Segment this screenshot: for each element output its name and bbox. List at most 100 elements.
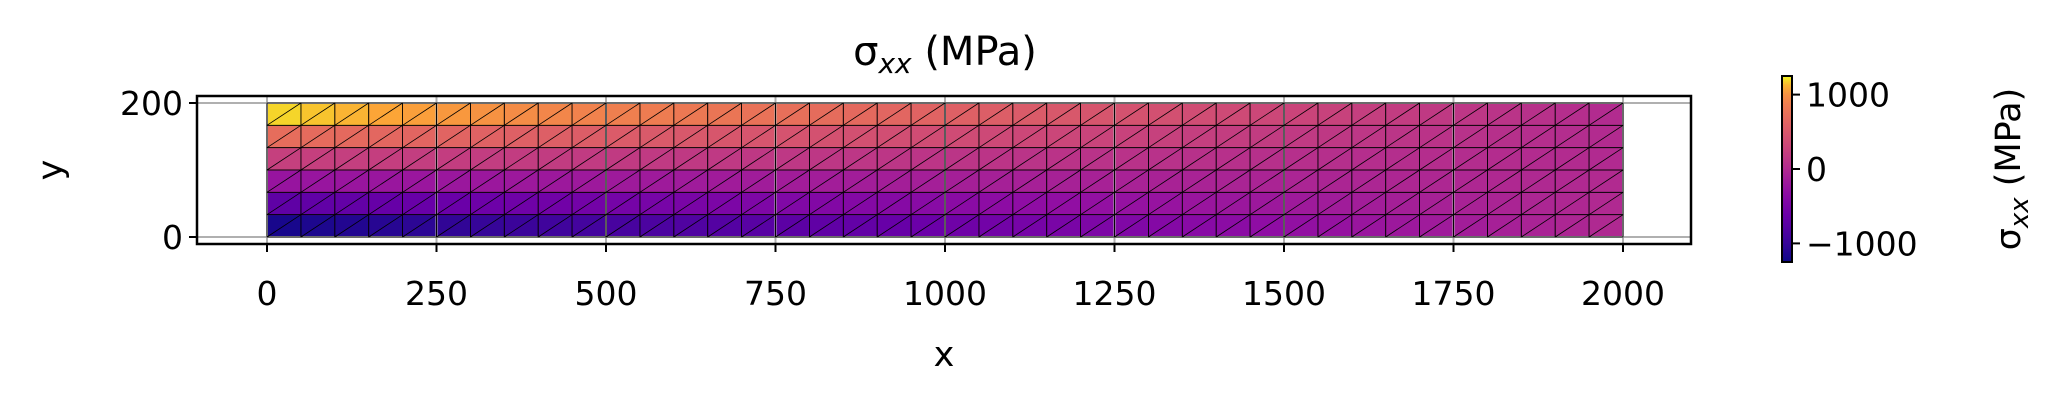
mesh-diagonal <box>944 191 980 216</box>
mesh-diagonal <box>1317 147 1353 171</box>
mesh-diagonal <box>1182 147 1217 171</box>
mesh-diagonal <box>266 147 302 171</box>
colorbar-label: σxx (MPa) <box>1989 88 2035 251</box>
x-tick-label: 1750 <box>1412 274 1496 313</box>
mesh-diagonal <box>1351 191 1386 216</box>
mesh-diagonal <box>843 191 878 216</box>
mesh-diagonal <box>1554 214 1590 238</box>
mesh-diagonal <box>571 214 607 238</box>
mesh-diagonal <box>1453 147 1488 171</box>
mesh-diagonal <box>300 147 336 171</box>
mesh-diagonal <box>537 147 573 171</box>
mesh-diagonal <box>1249 214 1285 238</box>
mesh-diagonal <box>1521 169 1556 193</box>
mesh-diagonal <box>639 191 675 216</box>
mesh-diagonal <box>1080 124 1115 149</box>
mesh-diagonal <box>470 147 505 171</box>
y-axis-label: y <box>31 160 71 181</box>
mesh-diagonal <box>1351 147 1386 171</box>
mesh-diagonal <box>978 169 1014 193</box>
mesh-diagonal <box>876 102 912 126</box>
x-tick-label: 1000 <box>903 274 987 313</box>
mesh-diagonal <box>605 214 641 238</box>
colorbar-ticks: 1000 0 −1000 <box>1792 76 1918 263</box>
mesh-diagonal <box>1249 102 1285 126</box>
mesh-diagonal <box>843 169 878 193</box>
mesh-diagonal <box>1487 191 1522 216</box>
mesh-diagonal <box>1148 169 1183 193</box>
mesh-diagonal <box>334 214 369 238</box>
mesh-diagonal <box>707 214 742 238</box>
mesh-diagonal <box>707 102 742 126</box>
mesh-diagonal <box>910 191 946 216</box>
mesh-diagonal <box>741 147 776 171</box>
mesh-diagonal <box>1487 124 1522 149</box>
mesh-diagonal <box>910 147 946 171</box>
mesh-diagonal <box>402 169 437 193</box>
mesh-diagonal <box>876 124 912 149</box>
mesh-diagonal <box>436 124 471 149</box>
mesh-diagonal <box>1385 147 1420 171</box>
mesh-diagonal <box>1182 169 1217 193</box>
mesh-diagonal <box>605 191 641 216</box>
mesh-diagonal <box>1554 124 1590 149</box>
mesh-diagonal <box>1182 124 1217 149</box>
mesh-diagonal <box>1419 214 1454 238</box>
mesh-diagonal <box>741 191 776 216</box>
colorbar-tick-label: 1000 <box>1806 76 1890 115</box>
mesh-diagonal <box>1419 169 1454 193</box>
mesh-diagonal <box>470 169 505 193</box>
mesh-diagonal <box>944 214 980 238</box>
x-tick-label: 250 <box>405 274 468 313</box>
mesh-cells <box>267 103 1624 238</box>
mesh-diagonal <box>1148 191 1183 216</box>
mesh-diagonal <box>707 147 742 171</box>
mesh-diagonal <box>1351 124 1386 149</box>
mesh-diagonal <box>978 214 1014 238</box>
mesh-diagonal <box>1080 102 1115 126</box>
mesh-diagonal <box>1114 169 1149 193</box>
mesh-diagonal <box>436 147 471 171</box>
mesh-diagonal <box>1012 191 1047 216</box>
mesh-diagonal <box>1554 147 1590 171</box>
mesh-diagonal <box>1453 214 1488 238</box>
mesh-diagonal <box>605 102 641 126</box>
mesh-diagonal <box>470 214 505 238</box>
mesh-diagonal <box>741 124 776 149</box>
mesh-diagonal <box>368 169 403 193</box>
mesh-diagonal <box>334 124 369 149</box>
mesh-diagonal <box>1182 102 1217 126</box>
mesh-diagonal <box>266 214 302 238</box>
mesh-diagonal <box>1521 102 1556 126</box>
mesh-diagonal <box>368 124 403 149</box>
mesh-diagonal <box>504 191 539 216</box>
mesh-diagonal <box>1148 147 1183 171</box>
mesh-diagonal <box>1385 169 1420 193</box>
mesh-diagonal <box>605 147 641 171</box>
mesh-diagonal <box>876 214 912 238</box>
mesh-diagonal <box>1215 102 1251 126</box>
mesh-diagonal <box>504 147 539 171</box>
mesh-diagonal <box>1114 191 1149 216</box>
mesh-diagonal <box>1012 102 1047 126</box>
mesh-diagonal <box>843 102 878 126</box>
mesh-diagonal <box>1588 214 1624 238</box>
mesh-diagonal <box>1385 191 1420 216</box>
mesh-diagonal <box>1215 214 1251 238</box>
mesh-diagonal <box>775 124 810 149</box>
mesh-diagonal <box>707 124 742 149</box>
mesh-diagonal <box>1317 124 1353 149</box>
mesh-diagonal <box>843 124 878 149</box>
mesh-diagonal <box>571 191 607 216</box>
mesh-diagonal <box>266 169 302 193</box>
mesh-diagonal <box>978 124 1014 149</box>
x-tick-label: 750 <box>744 274 807 313</box>
chart-title: σxx (MPa) <box>853 29 1037 80</box>
mesh-diagonal <box>876 169 912 193</box>
colorbar-tick-label: −1000 <box>1806 224 1918 263</box>
mesh-diagonal <box>673 214 708 238</box>
y-tick-label: 0 <box>162 218 183 257</box>
mesh-diagonal <box>504 214 539 238</box>
mesh-diagonal <box>775 191 810 216</box>
mesh-diagonal <box>1046 191 1081 216</box>
